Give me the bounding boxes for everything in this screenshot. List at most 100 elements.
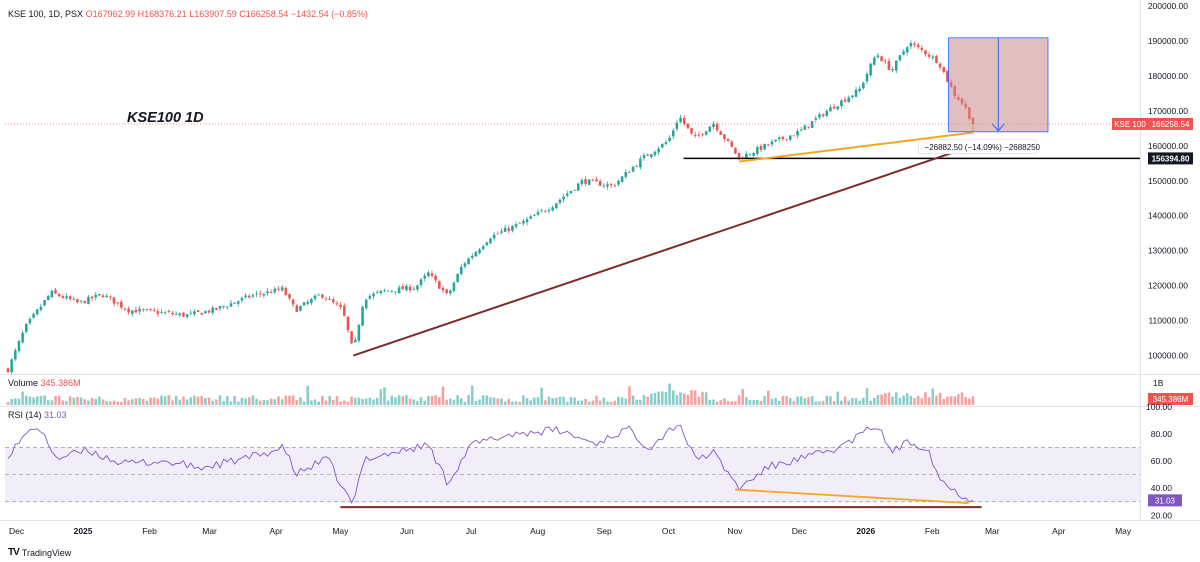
candle-body <box>39 306 43 310</box>
volume-bar <box>573 397 576 405</box>
volume-bar <box>708 399 712 405</box>
volume-bar <box>898 397 902 405</box>
volume-bar <box>149 397 152 405</box>
volume-bar <box>920 398 924 405</box>
volume-bar <box>624 398 628 405</box>
candle-body <box>737 152 741 158</box>
price-tick-label: 160000.00 <box>1148 141 1188 151</box>
candle-body <box>880 56 883 62</box>
candle-body <box>920 47 924 50</box>
candle-body <box>668 137 671 141</box>
candle-body <box>781 136 785 140</box>
volume-bar <box>229 401 233 405</box>
volume-bar <box>704 392 708 405</box>
volume-bar <box>295 400 299 405</box>
candle-body <box>463 263 467 267</box>
volume-bar <box>277 396 280 405</box>
volume-bar <box>935 395 938 405</box>
volume-bar <box>891 396 894 405</box>
candle-body <box>98 294 101 296</box>
volume-bar <box>156 398 160 405</box>
candle-body <box>514 224 518 227</box>
candle-body <box>291 299 295 305</box>
volume-bar <box>690 390 693 405</box>
candle-body <box>657 148 660 153</box>
candle-body <box>204 311 207 314</box>
candle-body <box>438 281 441 289</box>
volume-bar <box>120 401 123 405</box>
candle-body <box>372 293 375 297</box>
volume-bar <box>94 398 98 405</box>
price-tick-label: 130000.00 <box>1148 246 1188 256</box>
volume-bar <box>748 399 752 405</box>
price-badge: KSE 100 166258.54 <box>1112 117 1193 130</box>
volume-bar <box>503 401 507 405</box>
volume-bar <box>105 401 108 405</box>
support-badge-box <box>1148 152 1193 165</box>
volume-bar <box>24 395 28 405</box>
volume-bar <box>580 400 584 405</box>
time-tick-label: May <box>1115 526 1132 536</box>
volume-bar <box>697 396 701 405</box>
candle-body <box>46 295 50 300</box>
time-tick-label: Feb <box>925 526 940 536</box>
volume-bar <box>174 395 178 405</box>
candle-body <box>90 296 94 299</box>
candle-body <box>555 203 558 209</box>
volume-bar <box>726 401 730 405</box>
candle-body <box>211 307 214 313</box>
candle-body <box>269 292 273 294</box>
candle-body <box>829 107 832 112</box>
volume-bar <box>481 395 485 405</box>
candle-body <box>759 145 763 150</box>
candle-body <box>120 301 123 308</box>
trendline-rising-support <box>352 144 974 357</box>
price-tick-label: 180000.00 <box>1148 71 1188 81</box>
volume-bar <box>324 400 328 405</box>
candle-body <box>832 106 836 109</box>
volume-bar <box>372 399 375 405</box>
candle-body <box>562 196 565 200</box>
volume-bar <box>302 401 306 405</box>
candle-body <box>280 287 284 291</box>
volume-bar <box>558 396 562 405</box>
volume-bar <box>847 400 850 405</box>
time-tick-label: Jul <box>466 526 477 536</box>
candle-body <box>240 297 244 301</box>
candle-body <box>624 172 628 177</box>
candle-body <box>496 233 500 235</box>
trendline-short-term-support <box>739 131 974 163</box>
candle-body <box>339 304 342 307</box>
price-tick-label: 120000.00 <box>1148 281 1188 291</box>
volume-bar <box>39 395 43 405</box>
volume-bar <box>628 386 631 405</box>
volume-bar <box>123 397 127 405</box>
volume-bar <box>792 401 796 405</box>
volume-bar <box>953 396 957 405</box>
ohlc-close: C166258.54 <box>239 9 289 19</box>
rsi-badge: 31.03 <box>1148 494 1182 507</box>
volume-bar <box>595 395 598 405</box>
volume-bar <box>924 392 927 405</box>
candle-body <box>730 141 734 147</box>
volume-bar <box>255 398 258 405</box>
candle-body <box>54 289 57 294</box>
candle-body <box>924 50 927 55</box>
volume-bar <box>913 397 916 405</box>
candle-body <box>350 331 353 344</box>
time-tick-label: Dec <box>9 526 25 536</box>
candle-body <box>127 308 130 313</box>
candle-body <box>364 299 368 309</box>
candle-body <box>814 118 818 120</box>
candle-body <box>533 215 536 217</box>
volume-bar <box>591 400 595 405</box>
candle-body <box>580 180 584 185</box>
volume-bar <box>876 395 880 405</box>
candle-body <box>825 110 829 116</box>
volume-bar <box>68 396 72 405</box>
candle-body <box>156 311 160 314</box>
candle-body <box>233 302 236 304</box>
volume-bar <box>518 401 522 405</box>
volume-bar <box>116 401 119 405</box>
